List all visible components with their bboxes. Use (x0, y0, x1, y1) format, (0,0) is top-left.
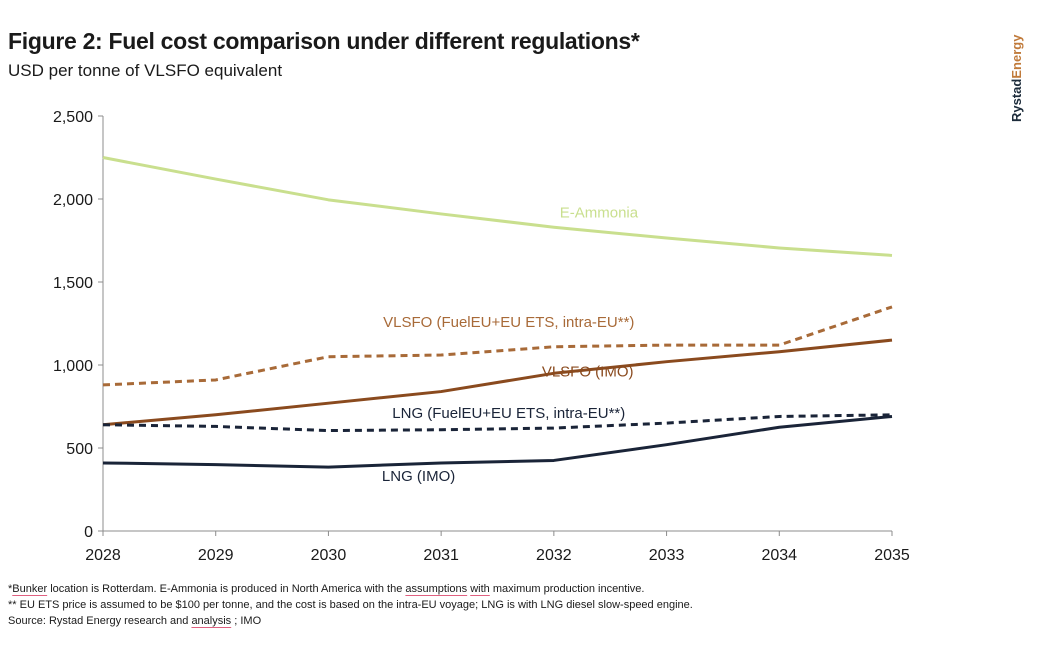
footnote-3-a: Source: Rystad Energy research and (8, 615, 192, 627)
series-label-0: E-Ammonia (560, 204, 639, 221)
series-line-1 (102, 305, 893, 387)
y-tick-label: 1,000 (53, 358, 93, 375)
x-tick-label: 2033 (649, 547, 685, 564)
series-line-0 (102, 156, 893, 257)
x-tick-label: 2030 (311, 547, 347, 564)
x-tick-label: 2028 (85, 547, 121, 564)
x-tick-label: 2034 (761, 547, 797, 564)
chart-subtitle: USD per tonne of VLSFO equivalent (8, 61, 283, 80)
series-line-2 (102, 338, 893, 427)
x-tick-label: 2035 (874, 547, 910, 564)
footnote-1-g: maximum production incentive. (489, 583, 645, 595)
y-tick-label: 0 (84, 524, 93, 541)
footnote-3-c: ; IMO (231, 615, 262, 627)
footnote-1-d: assumptions (405, 583, 468, 595)
footnote-1-b: Bunker (12, 583, 48, 595)
footnote-2: ** EU ETS price is assumed to be $100 pe… (8, 599, 693, 611)
series-label-3: LNG (FuelEU+EU ETS, intra-EU**) (392, 405, 625, 422)
footnote-1: *Bunker location is Rotterdam. E-Ammonia… (8, 581, 693, 597)
footnote-1-f: with (470, 583, 490, 595)
x-tick-label: 2031 (423, 547, 459, 564)
x-tick-label: 2029 (198, 547, 234, 564)
y-tick-label: 1,500 (53, 275, 93, 292)
line-chart: 0 500 1,000 1,500 2,000 2,500 2028 2029 2030 2031… (53, 109, 910, 564)
x-tick-label: 2032 (536, 547, 572, 564)
y-tick-label: 2,000 (53, 192, 93, 209)
footnote-1-c: location is Rotterdam. E-Ammonia is prod… (47, 583, 406, 595)
series-label-1: VLSFO (FuelEU+EU ETS, intra-EU**) (383, 314, 634, 331)
footnotes: *Bunker location is Rotterdam. E-Ammonia… (8, 581, 693, 629)
series-line-4 (102, 414, 893, 469)
chart-title: Figure 2: Fuel cost comparison under dif… (8, 28, 640, 54)
y-tick-label: 2,500 (53, 109, 93, 126)
series-label-4: LNG (IMO) (382, 468, 455, 485)
footnote-3-b: analysis (191, 615, 232, 627)
footnote-1-a: * (8, 583, 13, 595)
footnote-3: Source: Rystad Energy research and analy… (8, 613, 693, 629)
y-tick-label: 500 (66, 441, 93, 458)
series-label-2: VLSFO (IMO) (542, 364, 634, 381)
